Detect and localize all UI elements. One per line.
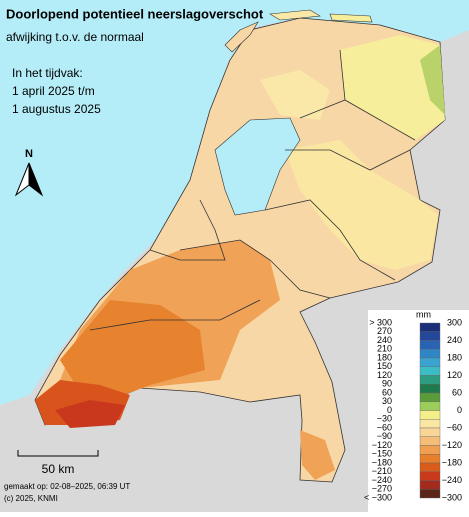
legend-label: −240 [372,475,392,485]
legend-label: −300 [442,492,462,502]
legend-swatch [419,401,441,411]
island [224,21,259,53]
legend-swatch [419,410,441,420]
legend-label: 0 [457,405,462,415]
legend-swatch [419,331,441,341]
legend-label: 60 [382,387,392,397]
legend-label: −30 [377,414,392,424]
legend-label: −120 [442,440,462,450]
legend-swatch [419,419,441,429]
footer: (c) 2025, KNMI [4,494,58,503]
legend-swatch [419,445,441,455]
legend-label: > 300 [369,317,392,327]
legend-swatch [419,462,441,472]
legend-swatch [419,384,441,394]
border [264,199,396,281]
legend-swatch [419,322,441,332]
legend-label: 120 [447,370,462,380]
lake [214,117,301,216]
legend-label: −180 [372,457,392,467]
dry-zone [260,70,330,120]
legend-unit: mm [416,309,431,319]
legend-label: 90 [382,379,392,389]
legend-label: −60 [447,422,462,432]
legend-label: −150 [372,449,392,459]
legend-swatch [419,349,441,359]
wet-deficit [300,430,335,480]
north-arrow [28,162,44,197]
legend-label: 300 [447,317,462,327]
legend-label: −270 [372,484,392,494]
period-to: 1 augustus 2025 [12,102,101,116]
legend-box [368,310,469,512]
scale-bar [17,450,99,457]
subtitle: afwijking t.o.v. de normaal [6,30,144,44]
legend-label: −210 [372,466,392,476]
dry-zone [285,140,438,270]
legend-label: 0 [387,405,392,415]
wet-deficit [60,300,205,408]
legend-label: −240 [442,475,462,485]
legend-label: 270 [377,326,392,336]
dry-zone [420,45,445,115]
legend-label: < −300 [364,492,392,502]
legend-swatch [419,392,441,402]
sea [0,0,469,405]
title: Doorlopend potentieel neerslagoverschot [6,6,264,21]
legend-swatch [419,427,441,437]
legend-label: 240 [377,335,392,345]
legend-label: −180 [442,457,462,467]
legend-label: −90 [377,431,392,441]
border [339,49,346,101]
footer: gemaakt op: 02-08–2025, 06:39 UT [4,482,130,491]
legend-swatch [419,436,441,446]
legend-label: 120 [377,370,392,380]
legend-label: 30 [382,396,392,406]
wet-deficit [55,400,125,428]
dry-zone [340,35,445,140]
legend-swatch [419,471,441,481]
legend-label: 240 [447,335,462,345]
legend-swatch [419,454,441,464]
legend-label: 210 [377,344,392,354]
border [149,199,226,261]
legend-label: 180 [447,352,462,362]
island [269,9,321,21]
period-label: In het tijdvak: [12,66,83,80]
scale-label: 50 km [42,462,75,476]
legend-label: −120 [372,440,392,450]
period-from: 1 april 2025 t/m [12,84,95,98]
legend-swatch [419,489,441,499]
north-label: N [25,148,33,160]
legend-label: 150 [377,361,392,371]
legend-swatch [419,357,441,367]
legend-swatch [419,375,441,385]
legend-label: 60 [452,387,462,397]
legend-swatch [419,340,441,350]
legend-label: −60 [377,422,392,432]
border [285,149,411,171]
border [89,299,261,331]
legend-swatch [419,366,441,376]
legend: mm > 3002702402101801501209060300−30−60−… [364,309,469,512]
island [329,13,373,23]
border [179,239,331,299]
legend-swatch [419,480,441,490]
legend-label: 180 [377,352,392,362]
